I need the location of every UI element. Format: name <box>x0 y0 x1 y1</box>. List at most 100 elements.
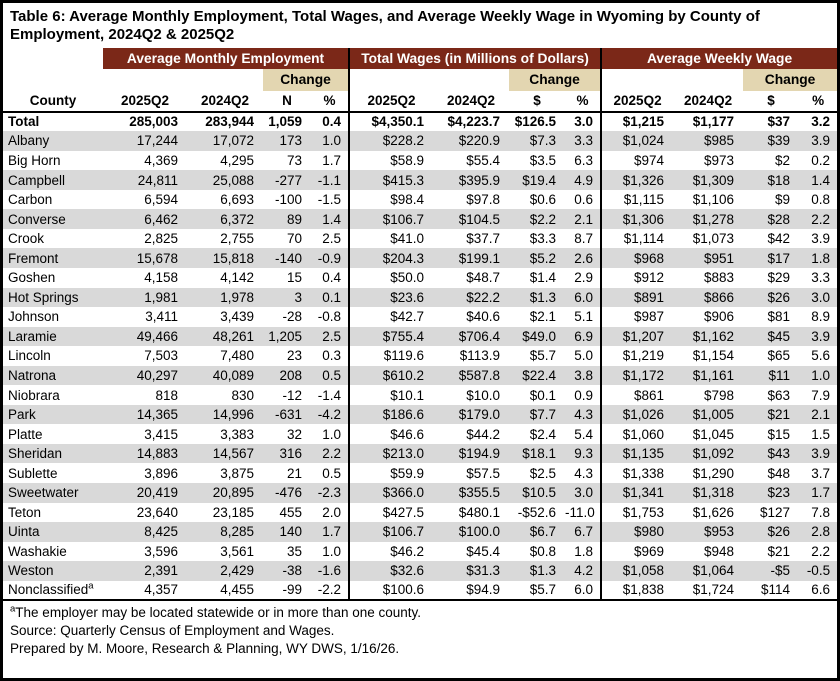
cell: $948 <box>704 543 735 559</box>
cell: 3.3 <box>811 270 831 286</box>
table-row: Uinta 8,425 8,285 140 1.7 $106.7 $100.0 … <box>3 522 837 542</box>
cell: $127 <box>760 504 791 520</box>
cell: $1,161 <box>692 367 735 383</box>
cell: -38 <box>282 563 302 579</box>
cell: $63 <box>767 387 791 403</box>
cell: $40.6 <box>466 309 501 325</box>
cell: 14,567 <box>212 446 254 462</box>
cell: $2.4 <box>529 426 557 442</box>
county-name: Nonclassified <box>8 582 89 598</box>
cell: $951 <box>704 250 735 266</box>
cell: $46.6 <box>348 424 434 444</box>
county-name: Lincoln <box>8 348 51 364</box>
cell: $1,135 <box>600 443 674 464</box>
cell: 40,297 <box>136 367 178 383</box>
cell: $5.7 <box>529 348 557 364</box>
cell: $1,341 <box>600 482 674 503</box>
cell: 283,944 <box>205 114 254 130</box>
col-emp-change-n: N <box>263 90 311 113</box>
cell: 3,875 <box>220 465 254 481</box>
cell: $1,309 <box>692 172 735 188</box>
change-label-wages: Change <box>509 68 602 91</box>
cell: 3,596 <box>144 543 178 559</box>
col-wages-2025q2: 2025Q2 <box>348 90 434 113</box>
cell: 3,411 <box>145 309 178 325</box>
cell: $23.6 <box>348 287 434 308</box>
cell: $26 <box>767 524 791 540</box>
cell: $5.7 <box>509 580 566 602</box>
cell: -4.2 <box>317 407 342 423</box>
table-row: Converse 6,462 6,372 89 1.4 $106.7 $104.… <box>3 209 837 229</box>
table-row: Niobrara 818 830 -12 -1.4 $10.1 $10.0 $0… <box>3 385 837 405</box>
cell: 5.4 <box>574 426 594 442</box>
cell: 1.4 <box>811 172 831 188</box>
county-name: Albany <box>8 133 50 149</box>
cell: $1,318 <box>692 485 735 501</box>
cell: $32.6 <box>348 561 434 581</box>
cell: 8,285 <box>220 524 254 540</box>
cell: $22.4 <box>522 367 557 383</box>
cell: $37.7 <box>466 231 501 247</box>
cell: $100.6 <box>348 580 434 602</box>
cell: $114 <box>743 580 800 602</box>
cell: -28 <box>282 309 302 325</box>
cell: 15,678 <box>136 250 178 266</box>
cell: 2.8 <box>811 524 831 540</box>
cell: $4,350.1 <box>348 111 434 132</box>
cell: $1,215 <box>600 111 674 132</box>
cell: $204.3 <box>348 248 434 268</box>
cell: $10.1 <box>348 385 434 405</box>
cell: $194.9 <box>458 446 501 462</box>
county-name: Sheridan <box>8 446 63 462</box>
cell: 4,357 <box>103 580 187 602</box>
col-emp-2024q2: 2024Q2 <box>187 90 263 113</box>
cell: 3 <box>294 289 302 305</box>
cell: 23,640 <box>136 504 178 520</box>
cell: 208 <box>279 367 302 383</box>
cell: 173 <box>279 133 302 149</box>
cell: 48,261 <box>212 328 254 344</box>
county-name: Weston <box>8 563 54 579</box>
group-title-weekly-wage: Average Weekly Wage <box>600 47 837 69</box>
cell: $415.3 <box>348 170 434 190</box>
cell: $1,064 <box>692 563 735 579</box>
cell: $106.7 <box>348 209 434 229</box>
cell: $7.3 <box>529 133 557 149</box>
cell: $1,838 <box>600 580 674 602</box>
table-row: Laramie 49,466 48,261 1,205 2.5 $755.4 $… <box>3 326 837 347</box>
cell: 23 <box>286 348 302 364</box>
cell: 1.0 <box>322 543 342 559</box>
change-header-row: Change Change Change <box>3 68 837 91</box>
cell: -1.4 <box>317 387 342 403</box>
cell: 7,503 <box>144 348 178 364</box>
cell: 49,466 <box>136 328 178 344</box>
table-row: Crook 2,825 2,755 70 2.5 $41.0 $37.7 $3.… <box>3 228 837 249</box>
cell: $3.3 <box>529 231 557 247</box>
cell: 15,818 <box>212 250 254 266</box>
cell: $912 <box>600 267 674 288</box>
cell: 3.9 <box>811 446 831 462</box>
cell: 1,978 <box>220 289 254 305</box>
county-name: Uinta <box>8 524 40 540</box>
cell: 2,755 <box>220 231 254 247</box>
cell: 3.7 <box>811 465 831 481</box>
cell: -476 <box>274 485 302 501</box>
table-row: Big Horn 4,369 4,295 73 1.7 $58.9 $55.4 … <box>3 150 837 171</box>
cell: $18.1 <box>522 446 557 462</box>
cell: 0.5 <box>322 465 342 481</box>
cell: 1.7 <box>322 152 342 168</box>
footnote-a-marker: a <box>10 603 16 615</box>
cell: 4.3 <box>574 407 594 423</box>
col-weekly-change-pct: % <box>799 90 837 113</box>
cell: 17,072 <box>212 133 254 149</box>
cell: 20,419 <box>136 485 178 501</box>
cell: $798 <box>704 387 735 403</box>
cell: $1,172 <box>600 365 674 386</box>
cell: $113.9 <box>459 348 501 364</box>
cell: $974 <box>600 150 674 171</box>
cell: $1,207 <box>600 326 674 347</box>
cell: $1,005 <box>692 407 735 423</box>
cell: 1.8 <box>574 543 594 559</box>
cell: $5.2 <box>529 250 557 266</box>
col-weekly-2025q2: 2025Q2 <box>600 90 674 113</box>
